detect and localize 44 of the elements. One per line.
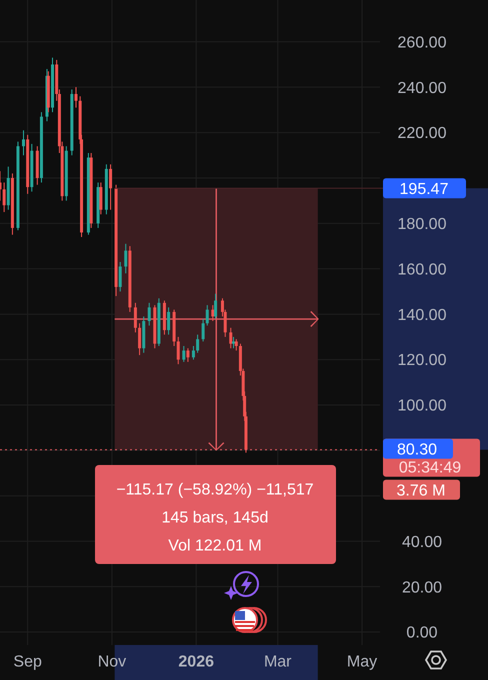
candlestick: [124, 243, 128, 274]
x-tick-label: Nov: [98, 654, 126, 671]
candlestick: [134, 302, 137, 333]
y-tick-label: 20.00: [402, 579, 442, 596]
text: 3.76 M: [396, 482, 446, 500]
candlestick: [148, 302, 151, 326]
text: 05:34:49: [398, 459, 462, 476]
candlestick: [214, 293, 218, 320]
candlestick: [109, 164, 112, 210]
candlestick: [99, 182, 102, 215]
y-tick-label: 240.00: [398, 80, 447, 97]
x-tick-label: 2026: [178, 654, 214, 671]
candlestick: [2, 182, 6, 213]
x-tick-label: Sep: [13, 654, 42, 671]
y-tick-label: 180.00: [398, 216, 447, 233]
y-tick-label: 260.00: [398, 34, 447, 52]
annotation: −115.17 (−58.92%) −11,517: [116, 482, 314, 499]
candlestick: [202, 318, 205, 342]
candlestick: [192, 346, 195, 360]
candlestick: [206, 304, 209, 326]
y-tick-label: 160.00: [398, 261, 447, 278]
candlestick: [234, 338, 238, 352]
candlestick: [196, 334, 200, 354]
y-tick-label: 100.00: [398, 398, 447, 415]
candlestick: [167, 306, 170, 336]
candlestick: [74, 86, 78, 108]
candlestick: [118, 261, 122, 292]
ref-line-label: 80.30: [396, 441, 438, 458]
y-tick-label: 120.00: [398, 352, 447, 370]
candlestick: [138, 322, 142, 356]
annotation: 145 bars, 145d: [162, 510, 268, 527]
candlestick: [22, 130, 25, 156]
candlestick: [182, 346, 186, 362]
x-tick-label: May: [346, 654, 378, 671]
y-tick-label: 220.00: [398, 125, 447, 142]
candlestick: [186, 348, 190, 362]
y-tick-label: 0.00: [406, 624, 438, 642]
y-tick-label: 40.00: [402, 534, 442, 551]
candlestick: [176, 336, 180, 365]
candlestick: [229, 327, 232, 349]
y-tick-label: 140.00: [398, 306, 447, 324]
x-tick-label: Mar: [264, 654, 292, 671]
ref-line-label: 195.47: [400, 180, 449, 198]
annotation: Vol 122.01 M: [168, 538, 262, 555]
